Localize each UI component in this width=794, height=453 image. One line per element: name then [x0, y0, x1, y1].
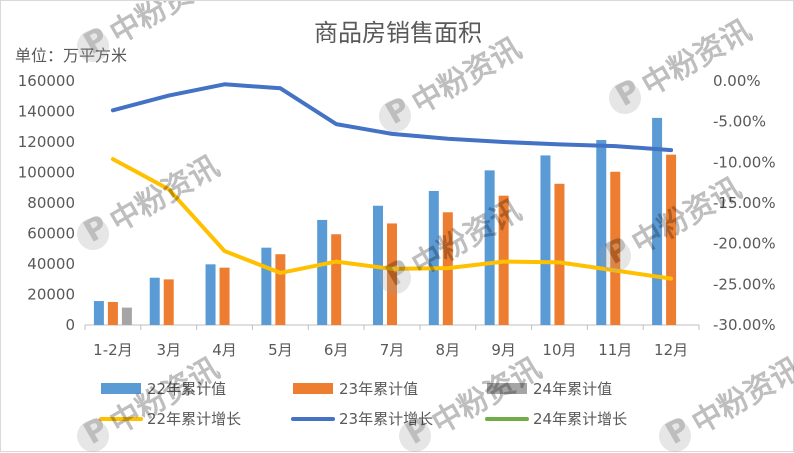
- bar: [107, 301, 118, 325]
- legend-label: 23年累计值: [339, 380, 418, 398]
- legend-label: 22年累计增长: [147, 410, 241, 428]
- legend-swatch-bar: [293, 383, 333, 394]
- watermark-logo-icon: [599, 240, 632, 272]
- x-tick-label: 3月: [156, 341, 181, 359]
- y-left-tick-label: 0: [65, 316, 75, 334]
- y-right-tick-label: -5.00%: [713, 113, 766, 131]
- x-tick-label: 11月: [598, 341, 632, 359]
- legend-label: 24年累计值: [533, 380, 612, 398]
- watermark-text: 中粉资讯: [686, 351, 794, 441]
- bar: [149, 277, 160, 325]
- x-tick-label: 9月: [491, 341, 516, 359]
- y-right-tick-label: 0.00%: [713, 72, 761, 90]
- legend-swatch-bar: [487, 383, 527, 394]
- y-right-tick-label: -20.00%: [713, 235, 776, 253]
- bar: [205, 264, 216, 325]
- x-tick-label: 5月: [268, 341, 293, 359]
- y-right-tick-label: -15.00%: [713, 194, 776, 212]
- legend-swatch-bar: [101, 383, 141, 394]
- y-left-tick-label: 60000: [27, 225, 75, 243]
- y-left-tick-label: 140000: [18, 103, 75, 121]
- x-tick-label: 6月: [324, 341, 349, 359]
- legend: 22年累计值 23年累计值 24年累计值 22年累计增长 23年累计增长 24年累计增长: [99, 380, 627, 428]
- y-left-tick-label: 120000: [18, 133, 75, 151]
- legend-label: 24年累计增长: [533, 410, 627, 428]
- bar: [163, 279, 174, 325]
- unit-label: 单位：万平方米: [15, 46, 127, 65]
- x-tick-label: 8月: [436, 341, 461, 359]
- watermark-logo-icon: [77, 30, 110, 62]
- bar: [331, 234, 342, 325]
- x-tick-label: 4月: [212, 341, 237, 359]
- bar: [428, 190, 439, 325]
- y-right-tick-label: -25.00%: [713, 275, 776, 293]
- bar: [93, 301, 104, 325]
- legend-label: 22年累计值: [147, 380, 226, 398]
- watermark-logo-icon: [379, 262, 412, 294]
- watermark-text: 中粉资讯: [406, 193, 527, 283]
- watermark-logo-icon: [399, 420, 432, 452]
- watermark-logo-icon: [379, 100, 412, 132]
- bar: [540, 155, 551, 325]
- series-line: [110, 82, 674, 153]
- bar: [317, 219, 328, 325]
- y-left-tick-label: 80000: [27, 194, 75, 212]
- x-tick-label: 1-2月: [93, 341, 133, 359]
- bar: [121, 307, 132, 325]
- bar: [484, 170, 495, 325]
- chart-title: 商品房销售面积: [314, 19, 482, 47]
- bar: [666, 154, 677, 325]
- bar: [596, 140, 607, 325]
- plot-area: 0 20000 40000 60000 80000 100000 120000 140000 1…: [18, 72, 776, 359]
- x-tick-label: 7月: [380, 341, 405, 359]
- bar: [387, 223, 397, 325]
- watermark-logo-icon: [659, 420, 692, 452]
- series-line: [110, 157, 674, 281]
- watermark-text: 中粉资讯: [104, 1, 225, 51]
- watermark-logo-icon: [77, 218, 110, 250]
- bar: [219, 267, 230, 325]
- y-left-tick-label: 20000: [27, 286, 75, 304]
- bar: [554, 183, 565, 325]
- watermark-logo-icon: [77, 420, 110, 452]
- y-left-tick-label: 160000: [18, 72, 75, 90]
- bar: [275, 254, 286, 325]
- bar: [652, 117, 663, 325]
- bar: [261, 247, 272, 325]
- legend-label: 23年累计增长: [339, 410, 433, 428]
- y-right-tick-label: -10.00%: [713, 153, 776, 171]
- y-right-tick-label: -30.00%: [713, 316, 776, 334]
- y-left-tick-label: 40000: [27, 255, 75, 273]
- x-tick-label: 10月: [542, 341, 576, 359]
- watermark-text: 中粉资讯: [426, 351, 547, 441]
- y-left-tick-label: 100000: [18, 164, 75, 182]
- bar: [610, 171, 621, 325]
- watermark-logo-icon: [609, 82, 642, 114]
- x-tick-label: 12月: [654, 341, 688, 359]
